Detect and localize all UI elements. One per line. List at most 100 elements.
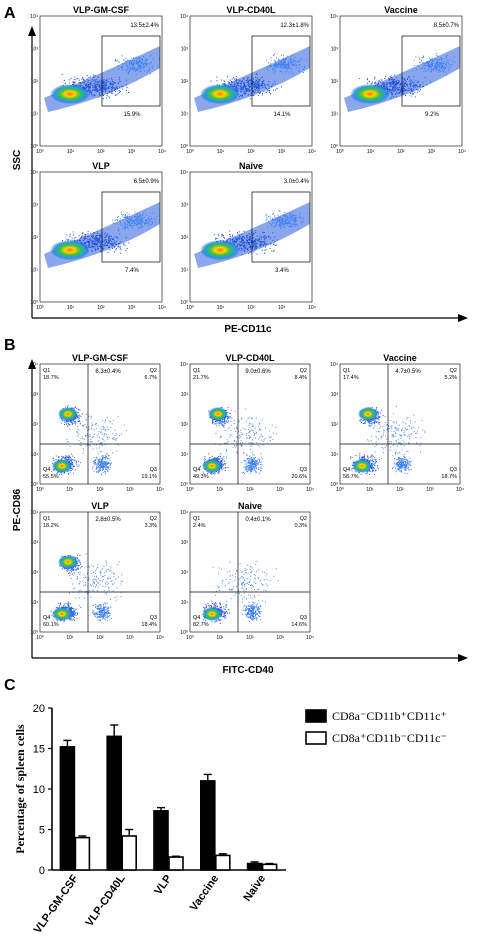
event-dot (140, 226, 142, 228)
event-dot (240, 429, 242, 431)
y-tick-label: 10¹ (181, 268, 189, 274)
event-dot (269, 65, 271, 67)
event-dot (122, 65, 124, 67)
event-dot (244, 83, 246, 85)
event-dot (241, 238, 243, 240)
event-dot (281, 61, 282, 63)
event-dot (264, 243, 266, 245)
event-dot (99, 81, 101, 83)
event-dot (94, 463, 96, 465)
event-dot (91, 250, 93, 252)
event-dot (86, 75, 88, 77)
event-dot (227, 406, 229, 408)
event-dot (273, 72, 275, 74)
event-dot (445, 74, 447, 75)
event-dot (243, 84, 245, 86)
event-dot (448, 64, 450, 66)
event-dot (134, 219, 136, 221)
event-dot (254, 461, 256, 463)
event-dot (394, 83, 396, 85)
event-dot (135, 62, 137, 64)
event-dot (441, 62, 443, 64)
event-dot (89, 81, 91, 83)
event-dot (292, 219, 294, 221)
panel-a-y-label: SSC (12, 150, 23, 171)
event-dot (65, 458, 67, 460)
event-dot (252, 461, 253, 463)
event-dot (255, 471, 257, 473)
event-dot (299, 64, 301, 66)
event-dot (415, 68, 417, 70)
event-dot (272, 67, 274, 69)
event-dot (257, 467, 259, 469)
event-dot (132, 64, 134, 66)
event-dot (398, 92, 400, 94)
event-dot (111, 235, 112, 237)
event-dot (223, 421, 225, 423)
event-dot (289, 213, 290, 215)
event-dot (124, 221, 126, 223)
event-dot (403, 90, 405, 92)
event-dot (275, 224, 276, 226)
event-dot (275, 223, 277, 225)
event-dot (234, 236, 236, 238)
event-dot (102, 463, 104, 465)
event-dot (275, 61, 277, 63)
event-dot (243, 241, 245, 243)
event-dot (240, 86, 242, 88)
event-dot (227, 412, 229, 413)
event-dot (281, 227, 283, 229)
event-dot (113, 240, 115, 242)
event-dot (94, 460, 95, 462)
event-dot (95, 428, 97, 430)
event-dot (256, 239, 258, 241)
event-dot (290, 213, 292, 215)
event-dot (101, 91, 103, 92)
event-dot (73, 81, 75, 83)
event-dot (257, 85, 259, 87)
event-dot (274, 226, 276, 228)
event-dot (106, 467, 108, 469)
event-dot (248, 89, 250, 91)
event-dot (295, 64, 297, 66)
event-dot (249, 436, 251, 438)
event-dot (214, 458, 216, 460)
event-dot (248, 239, 250, 241)
event-dot (300, 58, 302, 60)
event-dot (290, 70, 292, 72)
event-dot (217, 473, 219, 474)
event-dot (265, 213, 267, 215)
event-dot (234, 240, 236, 242)
event-dot (248, 81, 250, 83)
event-dot (288, 221, 290, 223)
event-dot (212, 420, 214, 422)
event-dot (89, 239, 91, 241)
event-dot (63, 424, 65, 425)
event-dot (146, 220, 148, 222)
event-dot (132, 64, 134, 66)
event-dot (87, 433, 88, 435)
event-dot (247, 82, 249, 84)
event-dot (112, 222, 114, 224)
event-dot (264, 249, 266, 251)
event-dot (215, 458, 217, 460)
event-dot (255, 465, 257, 467)
event-dot (279, 64, 281, 66)
event-dot (89, 444, 91, 446)
event-dot (137, 63, 139, 65)
event-dot (105, 83, 107, 85)
event-dot (403, 83, 405, 84)
event-dot (82, 232, 84, 234)
event-dot (231, 234, 233, 236)
event-dot (107, 466, 109, 468)
event-dot (105, 235, 107, 237)
event-dot (413, 93, 414, 95)
event-dot (284, 227, 286, 229)
event-dot (249, 458, 251, 460)
event-dot (72, 420, 74, 422)
event-dot (90, 239, 92, 241)
event-dot (386, 83, 388, 85)
event-dot (84, 234, 86, 236)
event-dot (72, 467, 74, 469)
event-dot (407, 85, 409, 87)
